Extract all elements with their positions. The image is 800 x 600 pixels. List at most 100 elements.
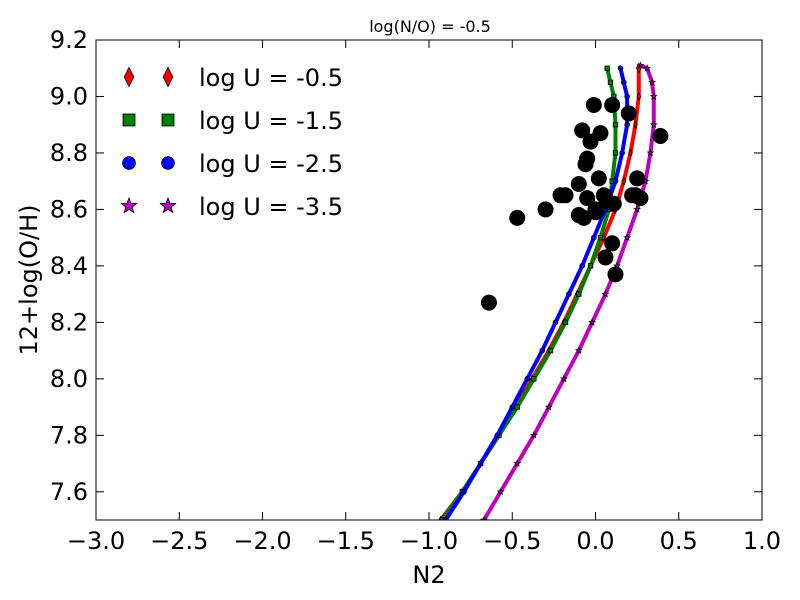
y-tick-label: 8.2: [50, 308, 88, 336]
series-3-point: [480, 515, 488, 520]
series-2-point: [624, 121, 630, 128]
series-3-point: [636, 61, 645, 69]
series-0-point: [636, 91, 642, 101]
series-2-point: [624, 93, 630, 100]
series-1-point: [576, 291, 582, 297]
y-tick-label: 7.6: [50, 478, 88, 506]
observations-group: [480, 96, 669, 311]
series-3-point: [649, 92, 658, 100]
series-0-point: [621, 176, 627, 186]
y-axis-ticks: 7.6 7.8 8.0 8.2 8.4 8.6 8.8 9.0 9.2: [50, 26, 762, 506]
legend-marker-1-a: [122, 113, 136, 127]
legend-marker-0-b: [162, 66, 174, 88]
series-3-point: [574, 346, 583, 354]
plot-area: −3.0 −2.5 −2.0 −1.5 −1.0 −0.5 0.0 0.5 1.0 7.6 7.8…: [50, 26, 781, 555]
legend-label-0: log U = -0.5: [199, 64, 343, 92]
series-1-point: [607, 79, 614, 86]
observation-point: [632, 190, 649, 207]
series-3-point: [588, 318, 597, 326]
series-2-point: [477, 460, 484, 467]
series-1-point: [604, 65, 610, 71]
observation-point: [570, 176, 587, 192]
y-tick-label: 8.4: [50, 252, 88, 280]
observation-point: [579, 150, 596, 167]
series-2-point: [509, 404, 516, 410]
series-2-point: [591, 234, 597, 241]
series-3-point: [623, 233, 632, 241]
y-tick-label: 9.0: [50, 82, 88, 110]
x-axis-ticks: −3.0 −2.5 −2.0 −1.5 −1.0 −0.5 0.0 0.5 1.0: [67, 40, 781, 555]
x-tick-label: 0.0: [576, 527, 614, 555]
legend-marker-3-a: [120, 196, 138, 214]
legend-marker-1-b: [161, 113, 175, 127]
y-tick-label: 9.2: [50, 26, 88, 54]
x-tick-label: 1.0: [743, 527, 781, 555]
series-1-point: [597, 234, 604, 241]
legend-label-1: log U = -1.5: [199, 107, 343, 135]
x-axis-label: N2: [412, 561, 445, 589]
observation-point: [557, 187, 574, 204]
series-3-point: [601, 289, 610, 298]
chart-title: log(N/O) = -0.5: [369, 17, 491, 36]
legend-marker-0-a: [123, 66, 135, 88]
x-tick-label: −3.0: [67, 527, 125, 555]
observation-point: [509, 209, 526, 226]
series-0-point: [628, 148, 633, 158]
series-1-point: [612, 122, 619, 128]
y-axis-label: 12+log(O/H): [15, 205, 43, 356]
legend: log U = -0.5 log U = -1.5 log U = -2.5 log …: [120, 64, 343, 221]
x-tick-label: −0.5: [483, 527, 541, 555]
observation-point: [587, 201, 604, 218]
x-tick-label: 0.5: [660, 527, 698, 555]
series-3-point: [648, 78, 657, 86]
series-3-point: [544, 402, 553, 411]
legend-label-3: log U = -3.5: [199, 193, 343, 221]
series-0-point: [633, 120, 638, 130]
y-tick-label: 8.6: [50, 195, 88, 223]
y-tick-label: 7.8: [50, 421, 88, 449]
y-tick-label: 8.0: [50, 365, 88, 393]
series-3-point: [649, 120, 658, 129]
series-3-point: [633, 205, 642, 213]
series-2-point: [552, 319, 559, 326]
series-1-point: [514, 404, 520, 410]
observation-point: [590, 170, 607, 187]
series-1-point: [612, 150, 619, 156]
series-2-point: [494, 432, 501, 439]
series-2-point: [619, 150, 625, 156]
series-3-point: [529, 431, 538, 439]
legend-marker-2-a: [122, 156, 136, 170]
observation-point: [480, 294, 497, 311]
series-3-point: [559, 374, 568, 383]
series-2-point: [617, 65, 624, 72]
series-1-point: [587, 263, 594, 269]
x-tick-label: −1.0: [400, 527, 458, 555]
series-1-point: [562, 319, 569, 326]
observation-point: [629, 170, 646, 187]
observation-point: [605, 195, 622, 212]
series-2-point: [566, 291, 572, 297]
x-tick-label: −2.0: [233, 527, 291, 555]
series-2-point: [539, 347, 546, 354]
observation-point: [652, 128, 669, 144]
observation-point: [620, 105, 637, 122]
legend-label-2: log U = -2.5: [199, 150, 343, 178]
observation-point: [537, 201, 554, 218]
series-2-point: [524, 376, 531, 382]
observation-point: [585, 96, 602, 113]
series-1-point: [531, 376, 537, 382]
series-2-point: [612, 178, 619, 184]
series-2-point: [461, 488, 467, 495]
legend-marker-2-b: [161, 156, 175, 170]
observation-point: [597, 249, 614, 266]
observation-point: [607, 266, 624, 283]
observation-point: [592, 125, 609, 142]
series-3-point: [643, 64, 652, 72]
series-3-point: [646, 148, 655, 157]
series-1-point: [547, 347, 554, 354]
series-3-point: [513, 459, 522, 467]
series-2-point: [621, 79, 627, 86]
series-2-point: [579, 263, 585, 269]
